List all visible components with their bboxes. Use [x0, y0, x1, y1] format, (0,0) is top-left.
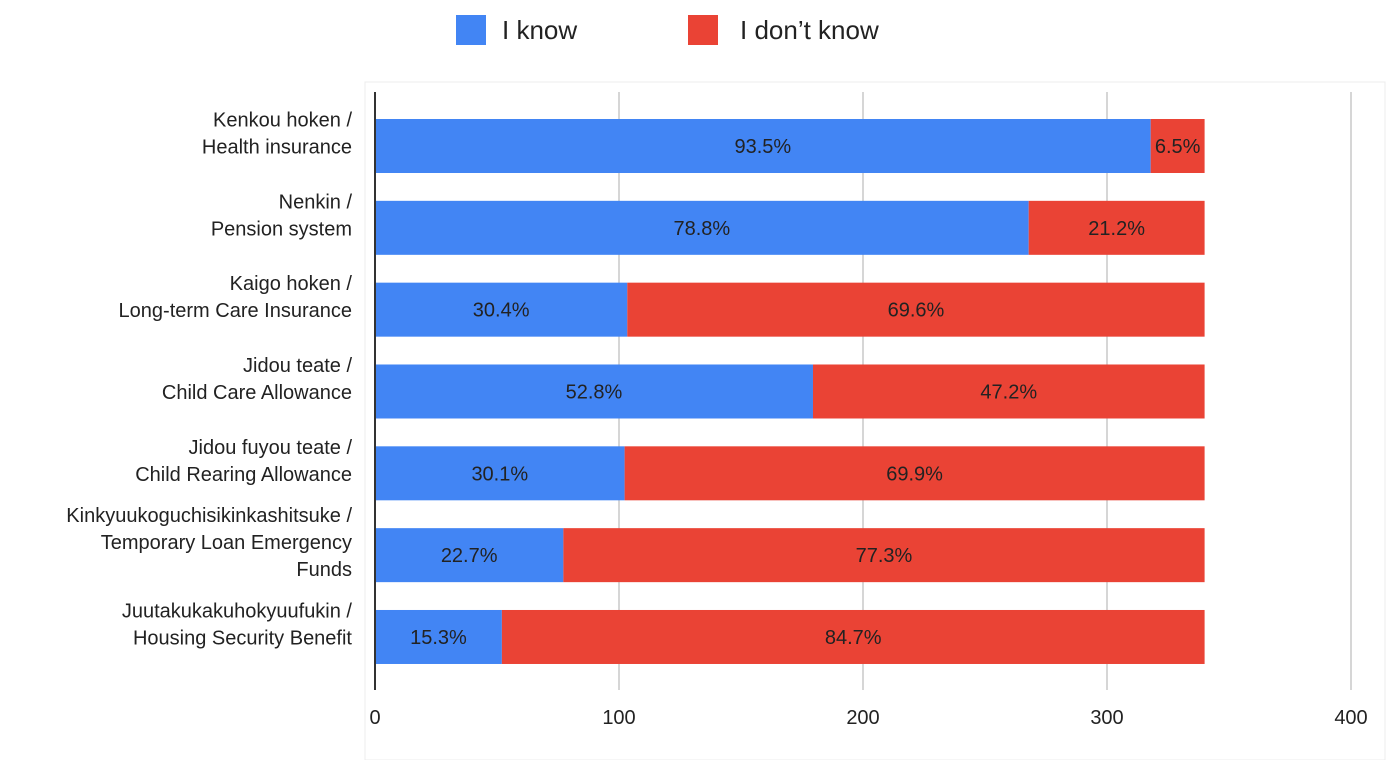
x-axis-ticks: 0 100 200 300 400 [369, 707, 1367, 729]
category-label-line: Kinkyuukoguchisikinkashitsuke / [66, 505, 352, 527]
category-label-3: Jidou teate / Child Care Allowance [162, 355, 353, 404]
x-tick-400: 400 [1334, 707, 1367, 729]
bar-2-1 [627, 282, 1205, 337]
data-label-3-1: 47.2% [980, 381, 1037, 403]
data-label-5-1: 77.3% [856, 545, 913, 567]
bar-5-1 [563, 528, 1205, 583]
data-label-1-0: 78.8% [673, 218, 730, 240]
bar-2-0 [375, 282, 628, 337]
category-label-1: Nenkin / Pension system [211, 191, 353, 240]
bar-3-0 [375, 364, 813, 419]
data-label-6-1: 84.7% [825, 627, 882, 649]
bar-0-0 [375, 119, 1151, 173]
bar-3-1 [812, 364, 1205, 419]
bars: 93.5% 6.5% 78.8% 21.2% 30.4% 69.6% 52.8% 47.2% 3… [375, 119, 1205, 664]
bar-6-1 [501, 609, 1205, 664]
data-label-0-0: 93.5% [734, 136, 791, 158]
data-label-6-0: 15.3% [410, 627, 467, 649]
bar-4-0 [375, 446, 625, 501]
x-tick-300: 300 [1090, 707, 1123, 729]
category-label-line: Kaigo hoken / [230, 273, 353, 295]
bar-1-1 [1028, 200, 1205, 255]
category-label-0: Kenkou hoken / Health insurance [202, 110, 353, 159]
bar-5-0 [375, 528, 564, 583]
category-label-6: Juutakukakuhokyuufukin / Housing Security… [122, 600, 353, 649]
data-label-4-1: 69.9% [886, 463, 943, 485]
data-label-4-0: 30.1% [471, 463, 528, 485]
category-label-line: Child Care Allowance [162, 382, 352, 404]
data-label-2-1: 69.6% [888, 300, 945, 322]
x-tick-0: 0 [369, 707, 380, 729]
legend-label-1: I don’t know [740, 15, 879, 45]
bar-4-1 [624, 446, 1205, 501]
category-label-2: Kaigo hoken / Long-term Care Insurance [119, 273, 353, 322]
category-label-line: Pension system [211, 218, 352, 240]
category-label-line: Health insurance [202, 137, 352, 159]
category-label-5: Kinkyuukoguchisikinkashitsuke / Temporary… [66, 505, 352, 581]
legend-label-0: I know [502, 15, 577, 45]
x-tick-200: 200 [846, 707, 879, 729]
bar-0-1 [1150, 119, 1205, 173]
data-label-5-0: 22.7% [441, 545, 498, 567]
legend-swatch-1 [688, 15, 718, 45]
category-labels: Kenkou hoken / Health insurance Nenkin / Pe… [66, 110, 352, 650]
bar-1-0 [375, 200, 1029, 255]
data-label-0-1: 6.5% [1155, 136, 1201, 158]
category-label-line: Juutakukakuhokyuufukin / [122, 600, 353, 622]
plot-area-border [364, 81, 1386, 760]
data-label-1-1: 21.2% [1088, 218, 1145, 240]
data-label-2-0: 30.4% [473, 300, 530, 322]
category-label-line: Jidou teate / [243, 355, 352, 377]
category-label-line: Funds [296, 559, 352, 581]
legend-swatch-0 [456, 15, 486, 45]
category-label-line: Kenkou hoken / [213, 110, 352, 132]
category-label-line: Child Rearing Allowance [135, 464, 352, 486]
category-label-line: Housing Security Benefit [133, 627, 352, 649]
legend: I know I don’t know [456, 15, 879, 45]
category-label-4: Jidou fuyou teate / Child Rearing Allowan… [135, 437, 352, 486]
category-label-line: Long-term Care Insurance [119, 300, 352, 322]
data-label-3-0: 52.8% [566, 381, 623, 403]
bar-6-0 [375, 609, 502, 664]
category-label-line: Jidou fuyou teate / [189, 437, 353, 459]
x-tick-100: 100 [602, 707, 635, 729]
category-label-line: Nenkin / [279, 191, 353, 213]
category-label-line: Temporary Loan Emergency [101, 532, 352, 554]
